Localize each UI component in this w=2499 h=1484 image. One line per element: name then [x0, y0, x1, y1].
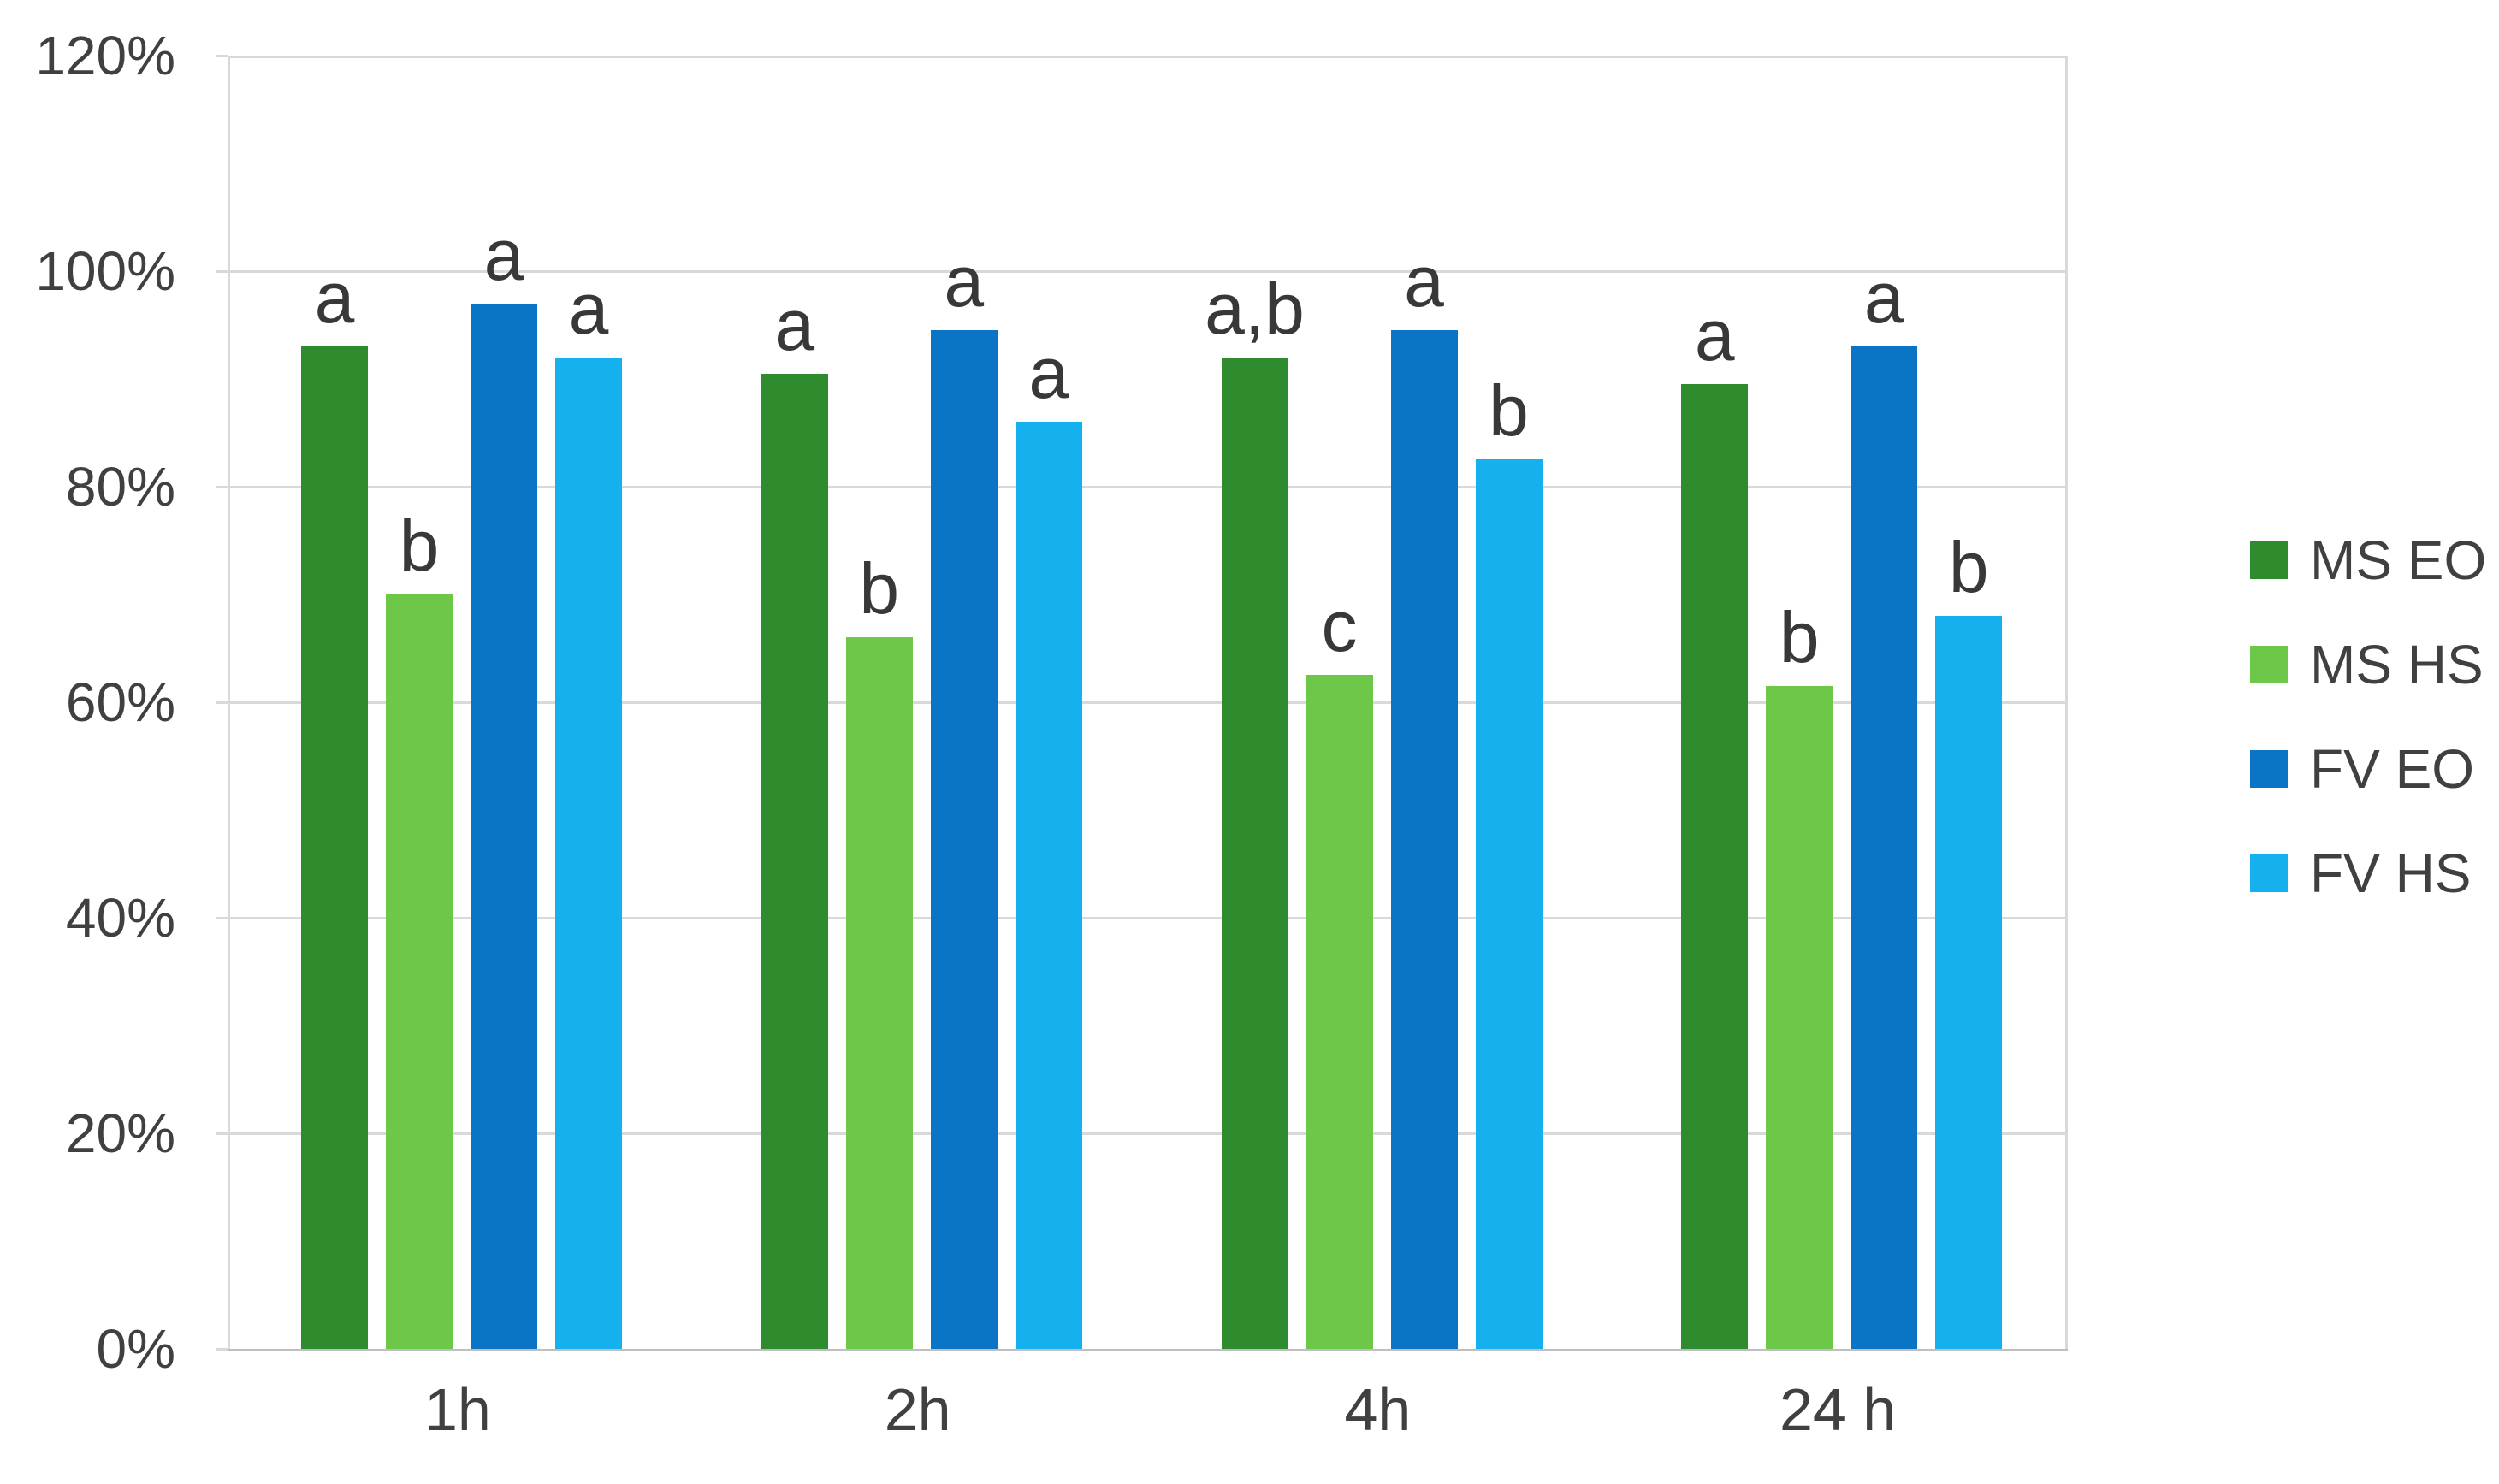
bar-fv-hs-1h [555, 358, 622, 1349]
bar-fv-eo-24h [1851, 346, 1918, 1349]
legend-label-ms-hs: MS HS [2310, 634, 2484, 695]
significance-letter-fv-hs-24h: b [1948, 527, 1989, 607]
significance-letter-ms-eo-24h: a [1694, 295, 1735, 375]
legend-label-ms-eo: MS EO [2310, 529, 2487, 591]
x-axis-label-1h: 1h [423, 1376, 491, 1443]
significance-letter-fv-eo-24h: a [1863, 257, 1904, 338]
significance-letter-fv-hs-1h: a [568, 269, 609, 349]
y-tick-mark-100 [216, 270, 228, 273]
bar-fv-hs-4h [1475, 459, 1543, 1349]
y-axis-tick-label: 40% [65, 887, 175, 949]
legend-swatch-ms-hs [2250, 646, 2288, 683]
y-tick-mark-20 [216, 1132, 228, 1135]
significance-letter-ms-eo-4h: a,b [1205, 269, 1305, 349]
significance-letter-fv-eo-4h: a [1404, 241, 1444, 322]
bar-fv-eo-2h [930, 330, 998, 1349]
y-tick-mark-0 [216, 1348, 228, 1351]
bar-fv-hs-24h [1935, 616, 2003, 1349]
legend-swatch-ms-eo [2250, 541, 2288, 579]
y-tick-mark-40 [216, 917, 228, 919]
y-tick-mark-80 [216, 486, 228, 488]
bar-ms-eo-4h [1221, 358, 1288, 1349]
significance-letter-ms-eo-2h: a [774, 285, 815, 365]
bar-ms-eo-1h [301, 346, 368, 1349]
gridline-80 [228, 486, 2068, 488]
x-axis-line [228, 1349, 2068, 1351]
gridline-60 [228, 701, 2068, 704]
legend-swatch-fv-hs [2250, 854, 2288, 892]
significance-letter-fv-hs-2h: a [1028, 333, 1069, 413]
legend-label-fv-hs: FV HS [2310, 843, 2472, 904]
legend-label-fv-eo: FV EO [2310, 738, 2475, 800]
bar-fv-hs-2h [1015, 422, 1082, 1349]
x-axis-label-2h: 2h [884, 1376, 951, 1443]
bar-ms-hs-2h [845, 637, 913, 1349]
y-axis-tick-label: 100% [35, 240, 175, 302]
bar-ms-hs-4h [1306, 675, 1373, 1349]
y-tick-mark-120 [216, 55, 228, 57]
bar-fv-eo-4h [1390, 330, 1458, 1349]
y-axis-tick-label: 80% [65, 456, 175, 517]
significance-letter-ms-hs-4h: c [1321, 586, 1358, 666]
bar-ms-eo-2h [761, 374, 828, 1349]
bar-fv-eo-1h [471, 304, 537, 1349]
significance-letter-ms-eo-1h: a [314, 257, 355, 338]
bar-ms-hs-24h [1766, 686, 1833, 1349]
gridline-20 [228, 1132, 2068, 1135]
y-axis-tick-label: 120% [35, 25, 175, 86]
gridline-40 [228, 917, 2068, 919]
y-axis-tick-label: 20% [65, 1103, 175, 1164]
x-axis-label-24h: 24 h [1780, 1376, 1897, 1443]
bar-ms-eo-24h [1681, 384, 1749, 1349]
y-axis-tick-label: 0% [96, 1318, 176, 1380]
significance-letter-ms-hs-1h: b [399, 506, 440, 586]
significance-letter-fv-hs-4h: b [1489, 370, 1529, 451]
legend-swatch-fv-eo [2250, 750, 2288, 788]
significance-letter-fv-eo-2h: a [944, 241, 985, 322]
y-axis-tick-label: 60% [65, 671, 175, 733]
significance-letter-ms-hs-24h: b [1779, 597, 1820, 677]
significance-letter-ms-hs-2h: b [859, 548, 900, 629]
y-tick-mark-60 [216, 701, 228, 704]
x-axis-label-4h: 4h [1344, 1376, 1412, 1443]
gridline-100 [228, 270, 2068, 273]
bar-ms-hs-1h [386, 594, 453, 1349]
plot-border [228, 56, 2068, 1349]
significance-letter-fv-eo-1h: a [483, 215, 524, 295]
